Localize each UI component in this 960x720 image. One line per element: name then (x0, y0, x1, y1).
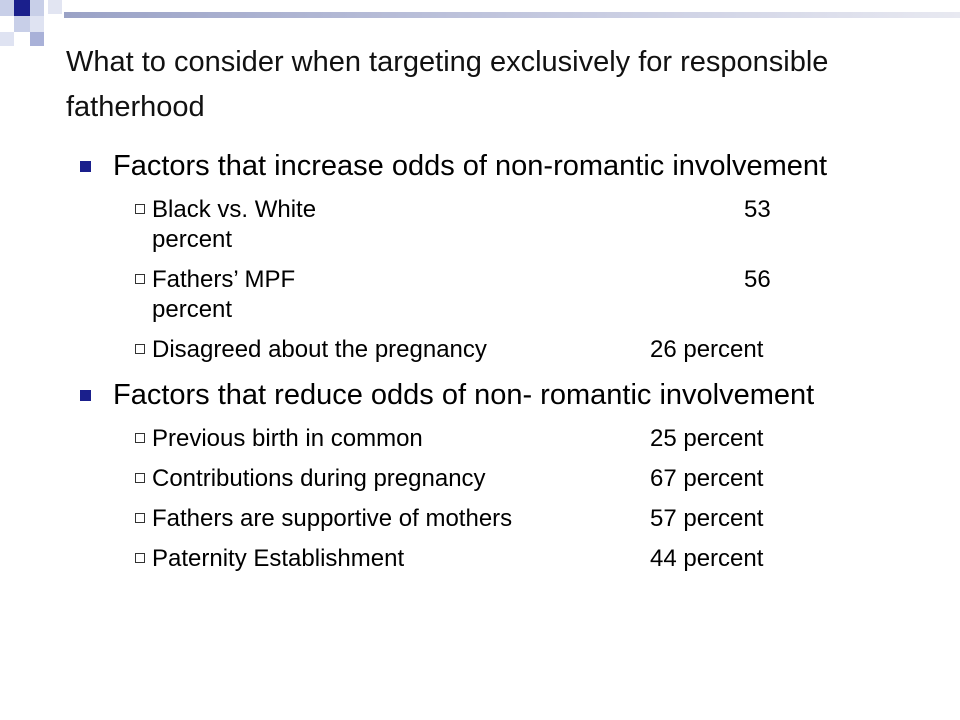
list-item: Fathers are supportive of mothers 57 perc… (80, 504, 920, 534)
corner-square (30, 16, 44, 32)
list-item: Contributions during pregnancy 67 percent (80, 464, 920, 494)
list-item: Disagreed about the pregnancy 26 percent (80, 335, 920, 365)
hollow-square-bullet-icon (135, 553, 145, 563)
list-item: Black vs. White 53 percent (80, 195, 920, 255)
slide-title: What to consider when targeting exclusiv… (66, 46, 829, 123)
item-label: Fathers’ MPF (152, 266, 296, 293)
header-rule (64, 12, 960, 18)
hollow-square-bullet-icon (135, 513, 145, 523)
list-item: Previous birth in common 25 percent (80, 424, 920, 454)
item-label: Fathers are supportive of mothers (152, 505, 513, 532)
item-value: 44 percent (650, 545, 764, 572)
item-value: 57 percent (650, 505, 764, 532)
corner-square (0, 0, 14, 16)
item-value: 56 (744, 266, 771, 293)
corner-square (30, 32, 44, 46)
item-unit: percent (152, 226, 233, 253)
corner-square (0, 32, 14, 46)
item-label: Disagreed about the pregnancy (152, 336, 487, 363)
corner-square (14, 0, 30, 16)
corner-square (48, 0, 62, 14)
item-value: 26 percent (650, 336, 764, 363)
item-label: Contributions during pregnancy (152, 465, 486, 492)
corner-square (14, 16, 30, 32)
item-value: 53 (744, 196, 771, 223)
item-value: 67 percent (650, 465, 764, 492)
hollow-square-bullet-icon (135, 344, 145, 354)
list-item: Fathers’ MPF 56 percent (80, 265, 920, 325)
list-item: Paternity Establishment 44 percent (80, 544, 920, 574)
square-bullet-icon (80, 161, 91, 172)
hollow-square-bullet-icon (135, 473, 145, 483)
hollow-square-bullet-icon (135, 274, 145, 284)
item-value: 25 percent (650, 425, 764, 452)
item-label: Paternity Establishment (152, 545, 405, 572)
section-heading: Factors that increase odds of non-romant… (80, 148, 920, 185)
item-label: Black vs. White (152, 196, 317, 223)
hollow-square-bullet-icon (135, 204, 145, 214)
square-bullet-icon (80, 390, 91, 401)
hollow-square-bullet-icon (135, 433, 145, 443)
corner-square (30, 0, 44, 16)
slide-content: Factors that increase odds of non-romant… (80, 148, 920, 574)
section-heading: Factors that reduce odds of non- romanti… (80, 377, 920, 414)
item-label: Previous birth in common (152, 425, 423, 452)
item-unit: percent (152, 296, 233, 323)
